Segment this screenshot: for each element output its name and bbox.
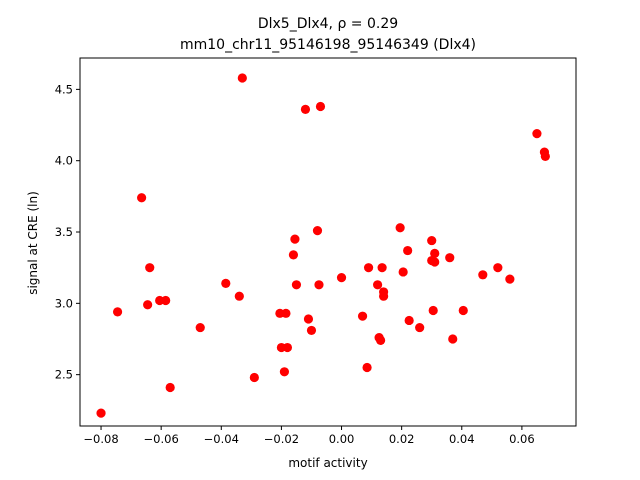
plot-frame [79, 57, 577, 427]
scatter-point-8 [195, 322, 205, 333]
scatter-point-4 [145, 263, 155, 273]
scatter-point-16 [281, 308, 291, 318]
scatter-point-46 [430, 257, 440, 267]
scatter-point-12 [249, 372, 259, 383]
scatter-point-42 [427, 235, 437, 246]
scatter-point-19 [290, 234, 300, 244]
x-tick-label: 0.04 [449, 432, 475, 446]
scatter-point-20 [291, 280, 302, 290]
x-tick-label: 0.02 [389, 432, 415, 446]
scatter-point-10 [234, 291, 244, 301]
scatter-point-18 [288, 250, 299, 260]
scatter-point-2 [137, 193, 147, 203]
x-tick-label: 0.06 [509, 432, 535, 446]
scatter-point-41 [415, 322, 425, 333]
scatter-point-30 [363, 263, 374, 273]
scatter-point-50 [478, 270, 488, 280]
scatter-point-0 [96, 408, 106, 418]
scatter-point-21 [300, 104, 311, 114]
scatter-point-22 [303, 314, 314, 324]
x-tick-label: −0.04 [204, 432, 239, 446]
scatter-point-40 [404, 315, 414, 326]
scatter-point-52 [505, 274, 515, 284]
scatter-point-24 [312, 225, 323, 236]
scatter-point-1 [112, 307, 123, 317]
scatter-point-34 [377, 263, 387, 273]
scatter-point-23 [306, 325, 317, 336]
scatter-point-6 [161, 295, 171, 306]
y-tick-label: 3.5 [55, 225, 73, 239]
scatter-point-38 [398, 267, 408, 277]
scatter-point-33 [376, 335, 386, 346]
scatter-point-25 [314, 280, 324, 290]
chart-title-line2: mm10_chr11_95146198_95146349 (Dlx4) [180, 37, 476, 53]
scatter-point-47 [445, 253, 455, 263]
scatter-point-31 [373, 280, 383, 290]
scatter-point-27 [336, 273, 347, 283]
scatter-point-39 [403, 245, 413, 256]
scatter-point-45 [430, 248, 440, 259]
x-axis-ticks: −0.08 −0.06 −0.04 −0.02 0.00 0.02 0.04 0.06 [83, 426, 535, 446]
scatter-point-28 [357, 311, 368, 321]
scatter-point-7 [165, 382, 175, 393]
chart-title-line1: Dlx5_Dlx4, ρ = 0.29 [258, 16, 398, 32]
y-tick-label: 3.0 [55, 296, 73, 310]
y-axis-ticks: 2.5 3.0 3.5 4.0 4.5 [55, 82, 80, 382]
x-tick-label: −0.08 [83, 432, 118, 446]
scatter-point-49 [458, 305, 468, 316]
y-axis-label: signal at CRE (ln) [26, 191, 40, 295]
scatter-point-51 [493, 263, 503, 273]
data-points [96, 73, 550, 418]
x-axis-label: motif activity [288, 456, 367, 470]
scatter-point-11 [237, 73, 247, 83]
y-tick-label: 4.5 [55, 82, 73, 96]
x-tick-label: −0.06 [144, 432, 179, 446]
scatter-point-26 [315, 101, 326, 112]
scatter-point-3 [143, 300, 153, 310]
scatter-point-9 [221, 278, 231, 288]
scatter-point-48 [448, 334, 458, 344]
scatter-point-15 [279, 367, 290, 377]
scatter-point-55 [540, 151, 550, 162]
scatter-point-17 [282, 342, 293, 353]
scatter-point-53 [532, 129, 542, 139]
y-tick-label: 4.0 [55, 154, 73, 168]
x-tick-label: 0.00 [329, 432, 355, 446]
scatter-point-44 [428, 305, 438, 316]
scatter-point-29 [362, 362, 372, 373]
y-tick-label: 2.5 [55, 368, 73, 382]
scatter-point-37 [395, 223, 405, 233]
x-tick-label: −0.02 [264, 432, 299, 446]
scatter-point-36 [379, 287, 389, 297]
